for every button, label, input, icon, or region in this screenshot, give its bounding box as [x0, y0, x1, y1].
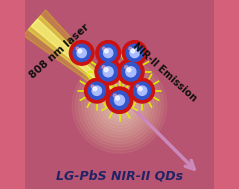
- Circle shape: [134, 82, 151, 99]
- Text: NIR-II Emission: NIR-II Emission: [131, 41, 199, 103]
- Circle shape: [114, 95, 125, 105]
- Circle shape: [126, 67, 136, 77]
- Circle shape: [99, 63, 117, 81]
- Circle shape: [100, 44, 117, 62]
- Circle shape: [101, 87, 138, 125]
- Circle shape: [107, 93, 132, 119]
- Circle shape: [115, 96, 120, 100]
- Circle shape: [72, 59, 167, 153]
- Polygon shape: [23, 10, 119, 98]
- Circle shape: [104, 49, 108, 53]
- Circle shape: [102, 47, 105, 50]
- Circle shape: [138, 87, 142, 91]
- Circle shape: [75, 62, 164, 150]
- Circle shape: [94, 81, 145, 131]
- Circle shape: [73, 44, 90, 62]
- Circle shape: [91, 77, 148, 134]
- Circle shape: [104, 68, 108, 72]
- Circle shape: [125, 66, 128, 69]
- Circle shape: [130, 48, 139, 58]
- Polygon shape: [31, 19, 117, 96]
- Circle shape: [131, 49, 135, 53]
- Circle shape: [116, 103, 123, 109]
- Circle shape: [88, 74, 151, 137]
- Circle shape: [78, 49, 82, 53]
- Circle shape: [96, 41, 120, 65]
- Text: 808 nm laser: 808 nm laser: [27, 22, 91, 80]
- Circle shape: [118, 59, 144, 85]
- Circle shape: [113, 100, 126, 112]
- Circle shape: [110, 91, 129, 109]
- Circle shape: [76, 47, 79, 50]
- Circle shape: [122, 63, 140, 81]
- Circle shape: [98, 84, 141, 128]
- Circle shape: [85, 71, 154, 140]
- Circle shape: [79, 65, 160, 147]
- Circle shape: [77, 48, 86, 58]
- Circle shape: [85, 78, 109, 103]
- Circle shape: [136, 85, 139, 88]
- Circle shape: [103, 48, 113, 58]
- Circle shape: [130, 78, 154, 103]
- Circle shape: [82, 68, 157, 144]
- Circle shape: [127, 68, 131, 72]
- Circle shape: [129, 47, 132, 50]
- Circle shape: [102, 66, 105, 69]
- Circle shape: [113, 94, 116, 97]
- Circle shape: [106, 87, 133, 113]
- Circle shape: [137, 86, 147, 95]
- Circle shape: [103, 67, 113, 77]
- Circle shape: [95, 59, 121, 85]
- Circle shape: [69, 41, 94, 65]
- Polygon shape: [28, 16, 118, 97]
- Circle shape: [92, 86, 102, 95]
- Text: LG-PbS NIR-II QDs: LG-PbS NIR-II QDs: [56, 169, 183, 182]
- Circle shape: [122, 41, 147, 65]
- Circle shape: [91, 85, 94, 88]
- Circle shape: [110, 96, 129, 115]
- Circle shape: [104, 90, 135, 122]
- Circle shape: [88, 82, 105, 99]
- Circle shape: [126, 44, 143, 62]
- Circle shape: [93, 87, 97, 91]
